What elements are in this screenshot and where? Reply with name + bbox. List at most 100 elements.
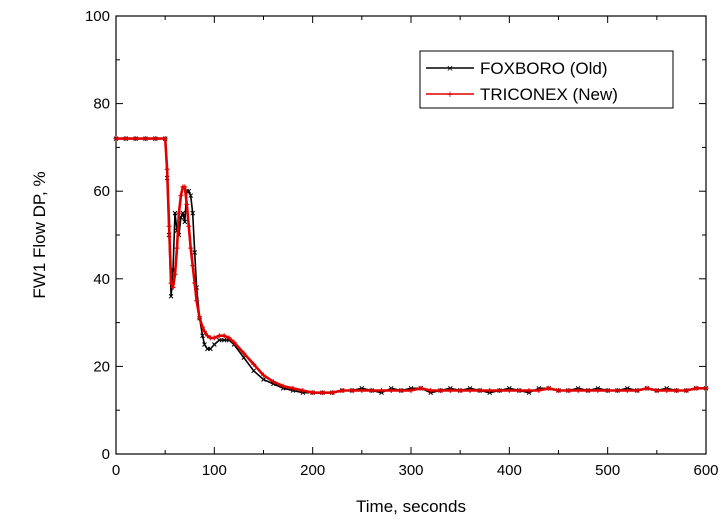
- data-point: [168, 293, 174, 299]
- data-point: [261, 377, 266, 382]
- data-point: [211, 342, 217, 347]
- data-point: [186, 188, 192, 194]
- data-point: [162, 136, 168, 142]
- data-point: [615, 387, 620, 393]
- data-point: [190, 210, 196, 216]
- y-tick-label: 60: [93, 183, 110, 200]
- data-point: [113, 136, 119, 142]
- data-point: [216, 333, 222, 339]
- data-point: [166, 223, 172, 229]
- data-point: [329, 390, 335, 396]
- data-point: [506, 387, 512, 393]
- data-point: [221, 337, 227, 343]
- data-point: [192, 250, 198, 255]
- data-point: [447, 387, 453, 393]
- data-point: [428, 387, 434, 393]
- data-point: [379, 387, 384, 393]
- legend-marker-series-2: +: [447, 89, 453, 101]
- y-tick-label: 80: [93, 96, 110, 113]
- data-point: [556, 387, 561, 393]
- data-point: [204, 333, 210, 339]
- data-point: [438, 387, 443, 393]
- x-tick-label: 0: [112, 462, 120, 479]
- data-point: [536, 387, 542, 393]
- data-point: [339, 387, 345, 393]
- data-point: [211, 335, 217, 341]
- x-tick-label: 400: [497, 462, 522, 479]
- data-point: [280, 383, 286, 389]
- x-tick-label: 100: [202, 462, 227, 479]
- data-point: [693, 385, 699, 391]
- y-tick-label: 100: [85, 8, 110, 25]
- data-point: [359, 387, 365, 393]
- x-tick-label: 500: [595, 462, 620, 479]
- data-point: [190, 263, 196, 269]
- data-point: [133, 136, 139, 142]
- x-axis-title: Time, seconds: [356, 497, 466, 516]
- data-point: [251, 368, 257, 374]
- data-point: [683, 387, 689, 393]
- data-point: [320, 390, 325, 396]
- data-point: [575, 387, 581, 393]
- data-point: [654, 387, 660, 393]
- data-point: [565, 387, 571, 393]
- data-point: [290, 385, 296, 391]
- data-point: [674, 387, 679, 393]
- y-tick-label: 20: [93, 358, 110, 375]
- data-point: [186, 223, 192, 229]
- x-tick-label: 300: [398, 462, 423, 479]
- data-point: [172, 210, 178, 216]
- data-point: [188, 245, 194, 251]
- data-point: [388, 387, 394, 393]
- data-point: [178, 193, 184, 199]
- data-point: [172, 271, 178, 277]
- data-point: [310, 390, 316, 396]
- data-point: [634, 387, 640, 393]
- data-point: [477, 387, 483, 393]
- data-point: [241, 350, 247, 356]
- data-point: [170, 285, 176, 291]
- data-point: [251, 361, 257, 367]
- data-point: [192, 280, 198, 286]
- y-tick-label: 40: [93, 271, 110, 288]
- data-point: [200, 324, 206, 330]
- data-point: [194, 298, 200, 304]
- data-point: [261, 372, 266, 378]
- legend-marker-series-1: ×: [447, 63, 453, 75]
- data-point: [467, 387, 473, 393]
- data-point: [188, 193, 194, 198]
- data-point: [202, 342, 207, 347]
- data-point: [418, 385, 424, 391]
- data-point: [202, 328, 207, 334]
- data-point: [168, 280, 174, 286]
- data-point: [585, 387, 591, 393]
- series-2: [113, 136, 709, 396]
- data-point: [123, 136, 129, 142]
- data-point: [143, 136, 148, 142]
- data-point: [546, 385, 552, 391]
- data-point: [231, 339, 237, 345]
- data-point: [216, 337, 222, 343]
- data-point: [595, 387, 601, 393]
- y-tick-label: 0: [102, 446, 110, 463]
- legend-box: [419, 50, 674, 109]
- data-point: [664, 387, 670, 393]
- data-point: [174, 245, 180, 251]
- series-layer: [113, 136, 709, 396]
- data-point: [703, 385, 709, 391]
- legend-label-series-1: FOXBORO (Old): [480, 59, 608, 78]
- data-point: [300, 387, 306, 393]
- x-tick-label: 200: [300, 462, 325, 479]
- legend-label-series-2: TRICONEX (New): [480, 85, 618, 104]
- data-point: [644, 385, 650, 391]
- data-point: [182, 219, 188, 225]
- x-tick-label: 600: [693, 462, 718, 479]
- data-point: [182, 184, 188, 190]
- data-point: [516, 387, 522, 393]
- legend: × FOXBORO (Old) + TRICONEX (New): [419, 50, 674, 109]
- data-point: [526, 387, 532, 393]
- data-point: [398, 387, 404, 393]
- ticks-layer: 0 100 200 300 400 500 600 0 20 40 60 80 100: [85, 8, 719, 479]
- data-point: [200, 333, 205, 339]
- data-point: [408, 387, 414, 393]
